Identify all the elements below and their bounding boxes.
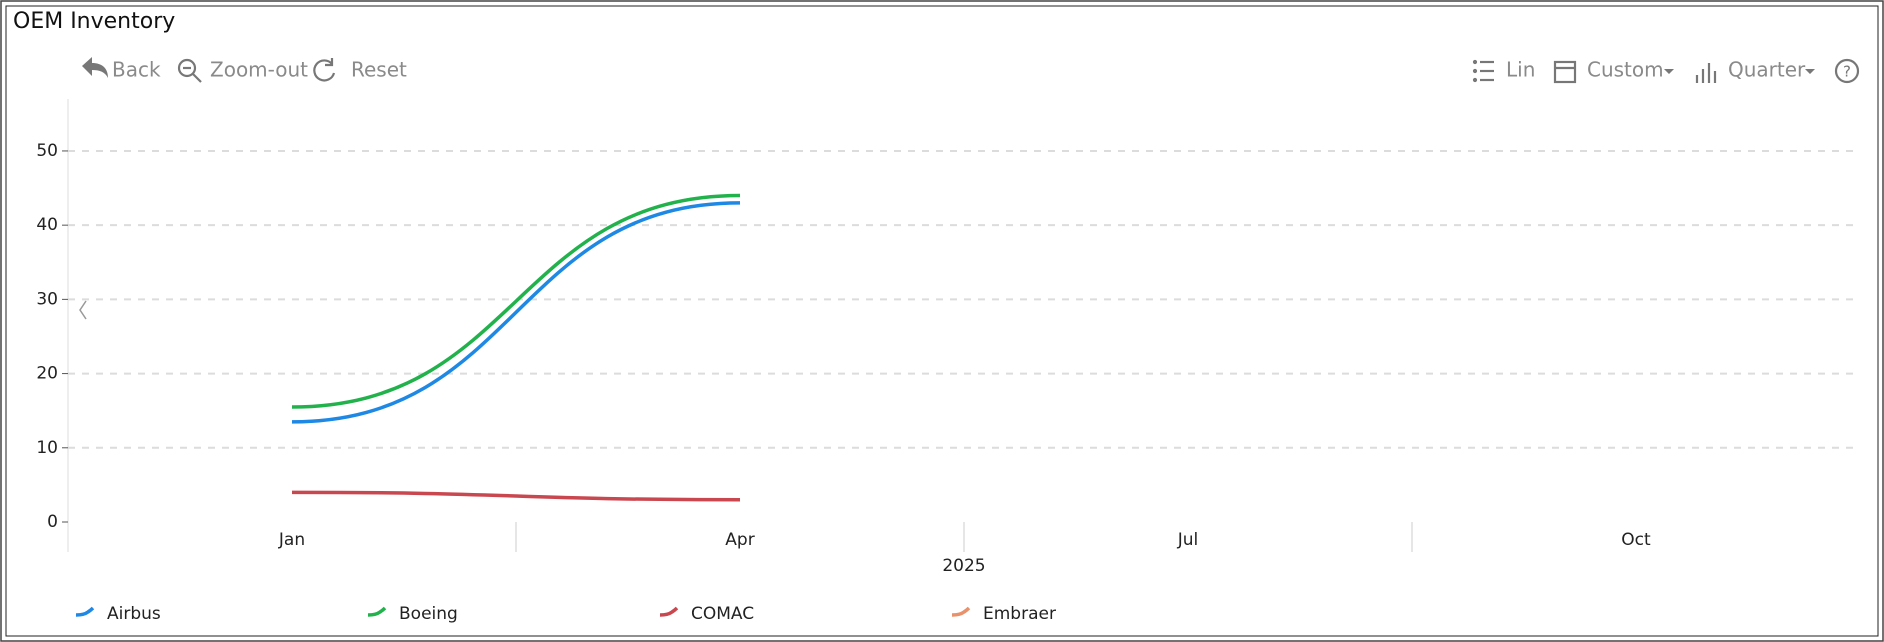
series-line: [291, 201, 741, 424]
help-icon[interactable]: [1834, 58, 1860, 84]
x-group-label: 2025: [942, 556, 985, 576]
reset-icon[interactable]: [313, 58, 336, 82]
toolbar-icons: [79, 57, 1860, 320]
series-line: [291, 193, 741, 409]
toolbar-button[interactable]: Reset: [351, 58, 407, 82]
toolbar-button[interactable]: Custom: [1587, 58, 1664, 82]
legend-swatch: [75, 606, 95, 617]
legend-swatch: [951, 606, 971, 617]
y-tick-label: 0: [47, 512, 58, 532]
calendar-icon[interactable]: [1553, 60, 1577, 84]
scroll-left[interactable]: [79, 300, 87, 320]
y-tick-label: 20: [36, 364, 58, 384]
legend-swatch: [367, 606, 387, 617]
legend-label: Airbus: [107, 604, 161, 624]
lin-icon[interactable]: [1472, 59, 1494, 83]
y-tick-label: 10: [36, 438, 58, 458]
legend-label: Boeing: [399, 604, 458, 624]
toolbar-button[interactable]: Back: [112, 58, 161, 82]
zoom-icon[interactable]: [177, 58, 197, 78]
series-line: [291, 490, 741, 502]
legend-label: COMAC: [691, 604, 754, 624]
toolbar-button[interactable]: Lin: [1506, 58, 1535, 82]
y-tick-label: 50: [36, 141, 58, 161]
back-icon[interactable]: [82, 57, 108, 78]
y-tick-label: 30: [36, 289, 58, 309]
help-mark: ?: [1843, 63, 1851, 81]
chart-title: OEM Inventory: [13, 9, 175, 34]
toolbar-button[interactable]: Quarter: [1728, 58, 1806, 82]
inner-frame: [5, 5, 1879, 637]
x-tick-label: Jul: [1177, 530, 1199, 550]
x-tick-label: Apr: [725, 530, 754, 550]
y-tick-label: 40: [36, 215, 58, 235]
legend-label: Embraer: [983, 604, 1056, 624]
x-tick-label: Jan: [278, 530, 305, 550]
toolbar-button[interactable]: Zoom-out: [210, 58, 308, 82]
bars-icon[interactable]: [1695, 63, 1717, 83]
legend-swatch: [659, 606, 679, 617]
x-tick-label: Oct: [1621, 530, 1651, 550]
